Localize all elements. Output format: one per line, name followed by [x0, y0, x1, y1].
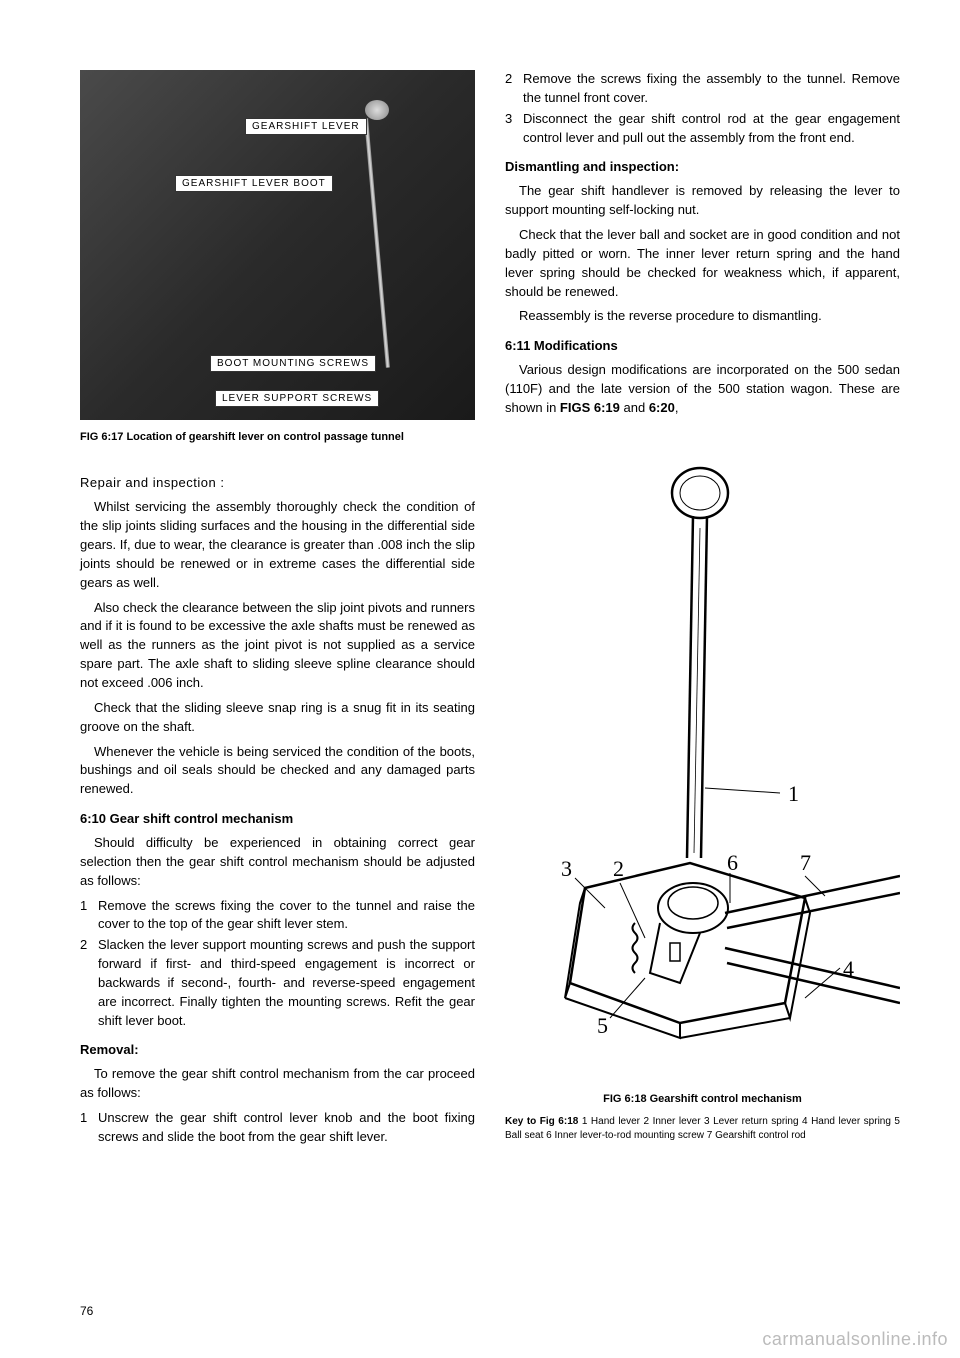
repair-para-1: Whilst servicing the assembly thoroughly…: [80, 498, 475, 592]
removal-heading: Removal:: [80, 1042, 475, 1057]
repair-para-4: Whenever the vehicle is being serviced t…: [80, 743, 475, 800]
list-number: 1: [80, 1109, 87, 1128]
key-label: Key to Fig 6:18: [505, 1116, 578, 1127]
callout-5: 5: [597, 1013, 608, 1038]
callout-1: 1: [788, 781, 799, 806]
list-number: 2: [80, 936, 87, 955]
adjust-step-1: 1 Remove the screws fixing the cover to …: [80, 897, 475, 935]
callout-2: 2: [613, 856, 624, 881]
figure-618-caption: FIG 6:18 Gearshift control mechanism: [505, 1093, 900, 1105]
callout-3: 3: [561, 856, 572, 881]
list-number: 2: [505, 70, 512, 89]
modifications-para: Various design modifications are incorpo…: [505, 361, 900, 418]
adjust-step-1-text: Remove the screws fixing the cover to th…: [98, 898, 475, 932]
mod-and: and: [620, 400, 649, 415]
removal-step-3-text: Disconnect the gear shift control rod at…: [523, 111, 900, 145]
left-column: GEARSHIFT LEVER GEARSHIFT LEVER BOOT BOO…: [80, 70, 475, 1149]
removal-step-2: 2 Remove the screws fixing the assembly …: [505, 70, 900, 108]
removal-intro: To remove the gear shift control mechani…: [80, 1065, 475, 1103]
repair-inspection-heading: Repair and inspection :: [80, 475, 475, 490]
adjust-step-2: 2 Slacken the lever support mounting scr…: [80, 936, 475, 1030]
lever-knob-shape: [365, 100, 389, 120]
removal-step-2-text: Remove the screws fixing the assembly to…: [523, 71, 900, 105]
figure-618-diagram: 1 3 2 6 7 4 5: [505, 458, 900, 1078]
list-number: 3: [505, 110, 512, 129]
adjust-step-2-text: Slacken the lever support mounting screw…: [98, 937, 475, 1027]
photo-label-lever-screws: LEVER SUPPORT SCREWS: [215, 390, 379, 407]
lever-shaft-shape: [364, 118, 390, 367]
callout-6: 6: [727, 850, 738, 875]
removal-step-1-text: Unscrew the gear shift control lever kno…: [98, 1110, 475, 1144]
figure-617-photo: GEARSHIFT LEVER GEARSHIFT LEVER BOOT BOO…: [80, 70, 475, 420]
figs-620-ref: 6:20: [649, 400, 675, 415]
callout-7: 7: [800, 850, 811, 875]
dismantling-para-3: Reassembly is the reverse procedure to d…: [505, 307, 900, 326]
mod-end: ,: [675, 400, 679, 415]
dismantling-heading: Dismantling and inspection:: [505, 159, 900, 174]
gearshift-mechanism-svg: 1 3 2 6 7 4 5: [505, 458, 900, 1078]
gearshift-intro: Should difficulty be experienced in obta…: [80, 834, 475, 891]
repair-para-3: Check that the sliding sleeve snap ring …: [80, 699, 475, 737]
section-611-heading: 6:11 Modifications: [505, 338, 900, 353]
photo-label-gearshift-boot: GEARSHIFT LEVER BOOT: [175, 175, 333, 192]
removal-step-1: 1 Unscrew the gear shift control lever k…: [80, 1109, 475, 1147]
page-number: 76: [80, 1304, 93, 1318]
figure-617-caption: FIG 6:17 Location of gearshift lever on …: [80, 430, 475, 445]
callout-4: 4: [843, 956, 854, 981]
right-column: 2 Remove the screws fixing the assembly …: [505, 70, 900, 1149]
figs-619-ref: FIGS 6:19: [560, 400, 620, 415]
list-number: 1: [80, 897, 87, 916]
repair-para-2: Also check the clearance between the sli…: [80, 599, 475, 693]
dismantling-para-2: Check that the lever ball and socket are…: [505, 226, 900, 301]
watermark-text: carmanualsonline.info: [762, 1329, 948, 1350]
dismantling-para-1: The gear shift handlever is removed by r…: [505, 182, 900, 220]
figure-618-key: Key to Fig 6:18 1 Hand lever 2 Inner lev…: [505, 1115, 900, 1143]
section-610-heading: 6:10 Gear shift control mechanism: [80, 811, 475, 826]
photo-label-boot-screws: BOOT MOUNTING SCREWS: [210, 355, 376, 372]
removal-step-3: 3 Disconnect the gear shift control rod …: [505, 110, 900, 148]
photo-label-gearshift-lever: GEARSHIFT LEVER: [245, 118, 367, 135]
